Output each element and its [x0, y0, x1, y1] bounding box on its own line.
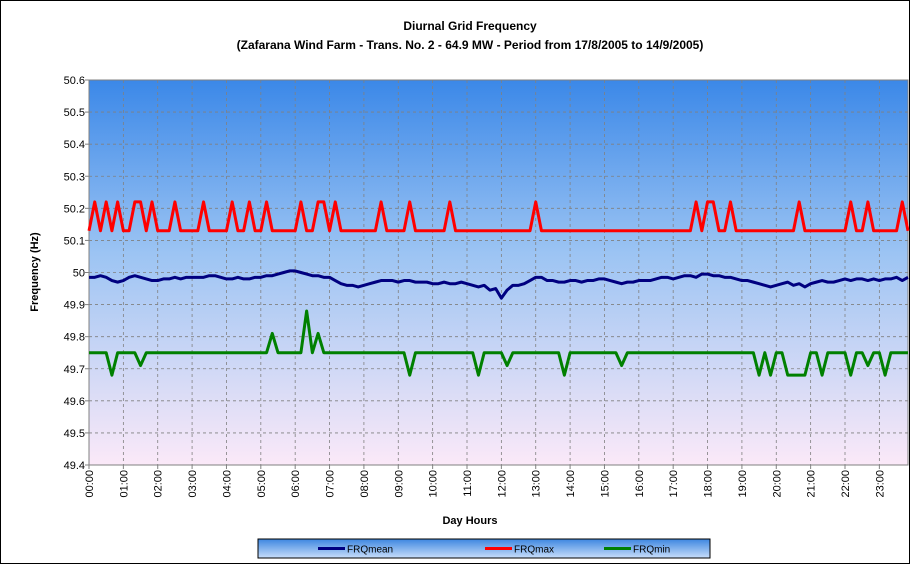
x-tick-label: 20:00 — [771, 470, 783, 498]
x-tick-label: 12:00 — [496, 470, 508, 498]
y-tick-label: 49.6 — [64, 396, 85, 408]
x-tick-label: 15:00 — [599, 470, 611, 498]
y-tick-label: 50.1 — [64, 235, 85, 247]
chart-subtitle: (Zafarana Wind Farm - Trans. No. 2 - 64.… — [237, 38, 704, 52]
x-tick-label: 11:00 — [462, 470, 474, 497]
x-tick-label: 02:00 — [153, 470, 165, 498]
x-tick-label: 16:00 — [634, 470, 646, 498]
x-axis-title: Day Hours — [442, 515, 497, 527]
y-tick-label: 49.4 — [64, 460, 85, 472]
x-tick-label: 07:00 — [325, 470, 337, 498]
series-line — [89, 309, 908, 377]
x-tick-label: 21:00 — [806, 470, 818, 498]
series-line — [89, 269, 909, 300]
legend-box — [257, 538, 711, 559]
x-tick-label: 08:00 — [359, 470, 371, 498]
x-tick-label: 09:00 — [393, 470, 405, 498]
y-tick-label: 50.5 — [64, 107, 85, 119]
x-tick-label: 03:00 — [187, 470, 199, 498]
x-tick-label: 13:00 — [531, 470, 543, 498]
legend-label: FRQmin — [633, 545, 670, 556]
chart-title: Diurnal Grid Frequency — [403, 19, 537, 33]
y-tick-label: 50.3 — [64, 171, 85, 183]
legend-label: FRQmean — [347, 545, 393, 556]
x-tick-label: 17:00 — [668, 470, 680, 498]
x-tick-label: 19:00 — [737, 470, 749, 498]
y-tick-label: 49.9 — [64, 300, 85, 312]
y-tick-label: 50 — [73, 268, 85, 280]
x-tick-label: 00:00 — [84, 470, 96, 498]
x-tick-label: 14:00 — [565, 470, 577, 498]
y-tick-label: 50.2 — [64, 203, 85, 215]
x-tick-label: 23:00 — [874, 470, 886, 498]
y-tick-label: 49.7 — [64, 364, 85, 376]
x-tick-label: 01:00 — [118, 470, 130, 498]
series-line — [87, 200, 910, 233]
x-tick-label: 22:00 — [840, 470, 852, 498]
y-axis-title: Frequency (Hz) — [29, 232, 41, 312]
y-tick-label: 49.8 — [64, 332, 85, 344]
y-tick-label: 49.5 — [64, 428, 85, 440]
y-tick-label: 50.4 — [64, 139, 85, 151]
legend-label: FRQmax — [514, 545, 554, 556]
y-tick-label: 50.6 — [64, 75, 85, 87]
x-tick-label: 06:00 — [290, 470, 302, 498]
x-tick-label: 10:00 — [428, 470, 440, 498]
x-tick-label: 18:00 — [703, 470, 715, 498]
x-tick-label: 04:00 — [221, 470, 233, 498]
x-tick-label: 05:00 — [256, 470, 268, 498]
